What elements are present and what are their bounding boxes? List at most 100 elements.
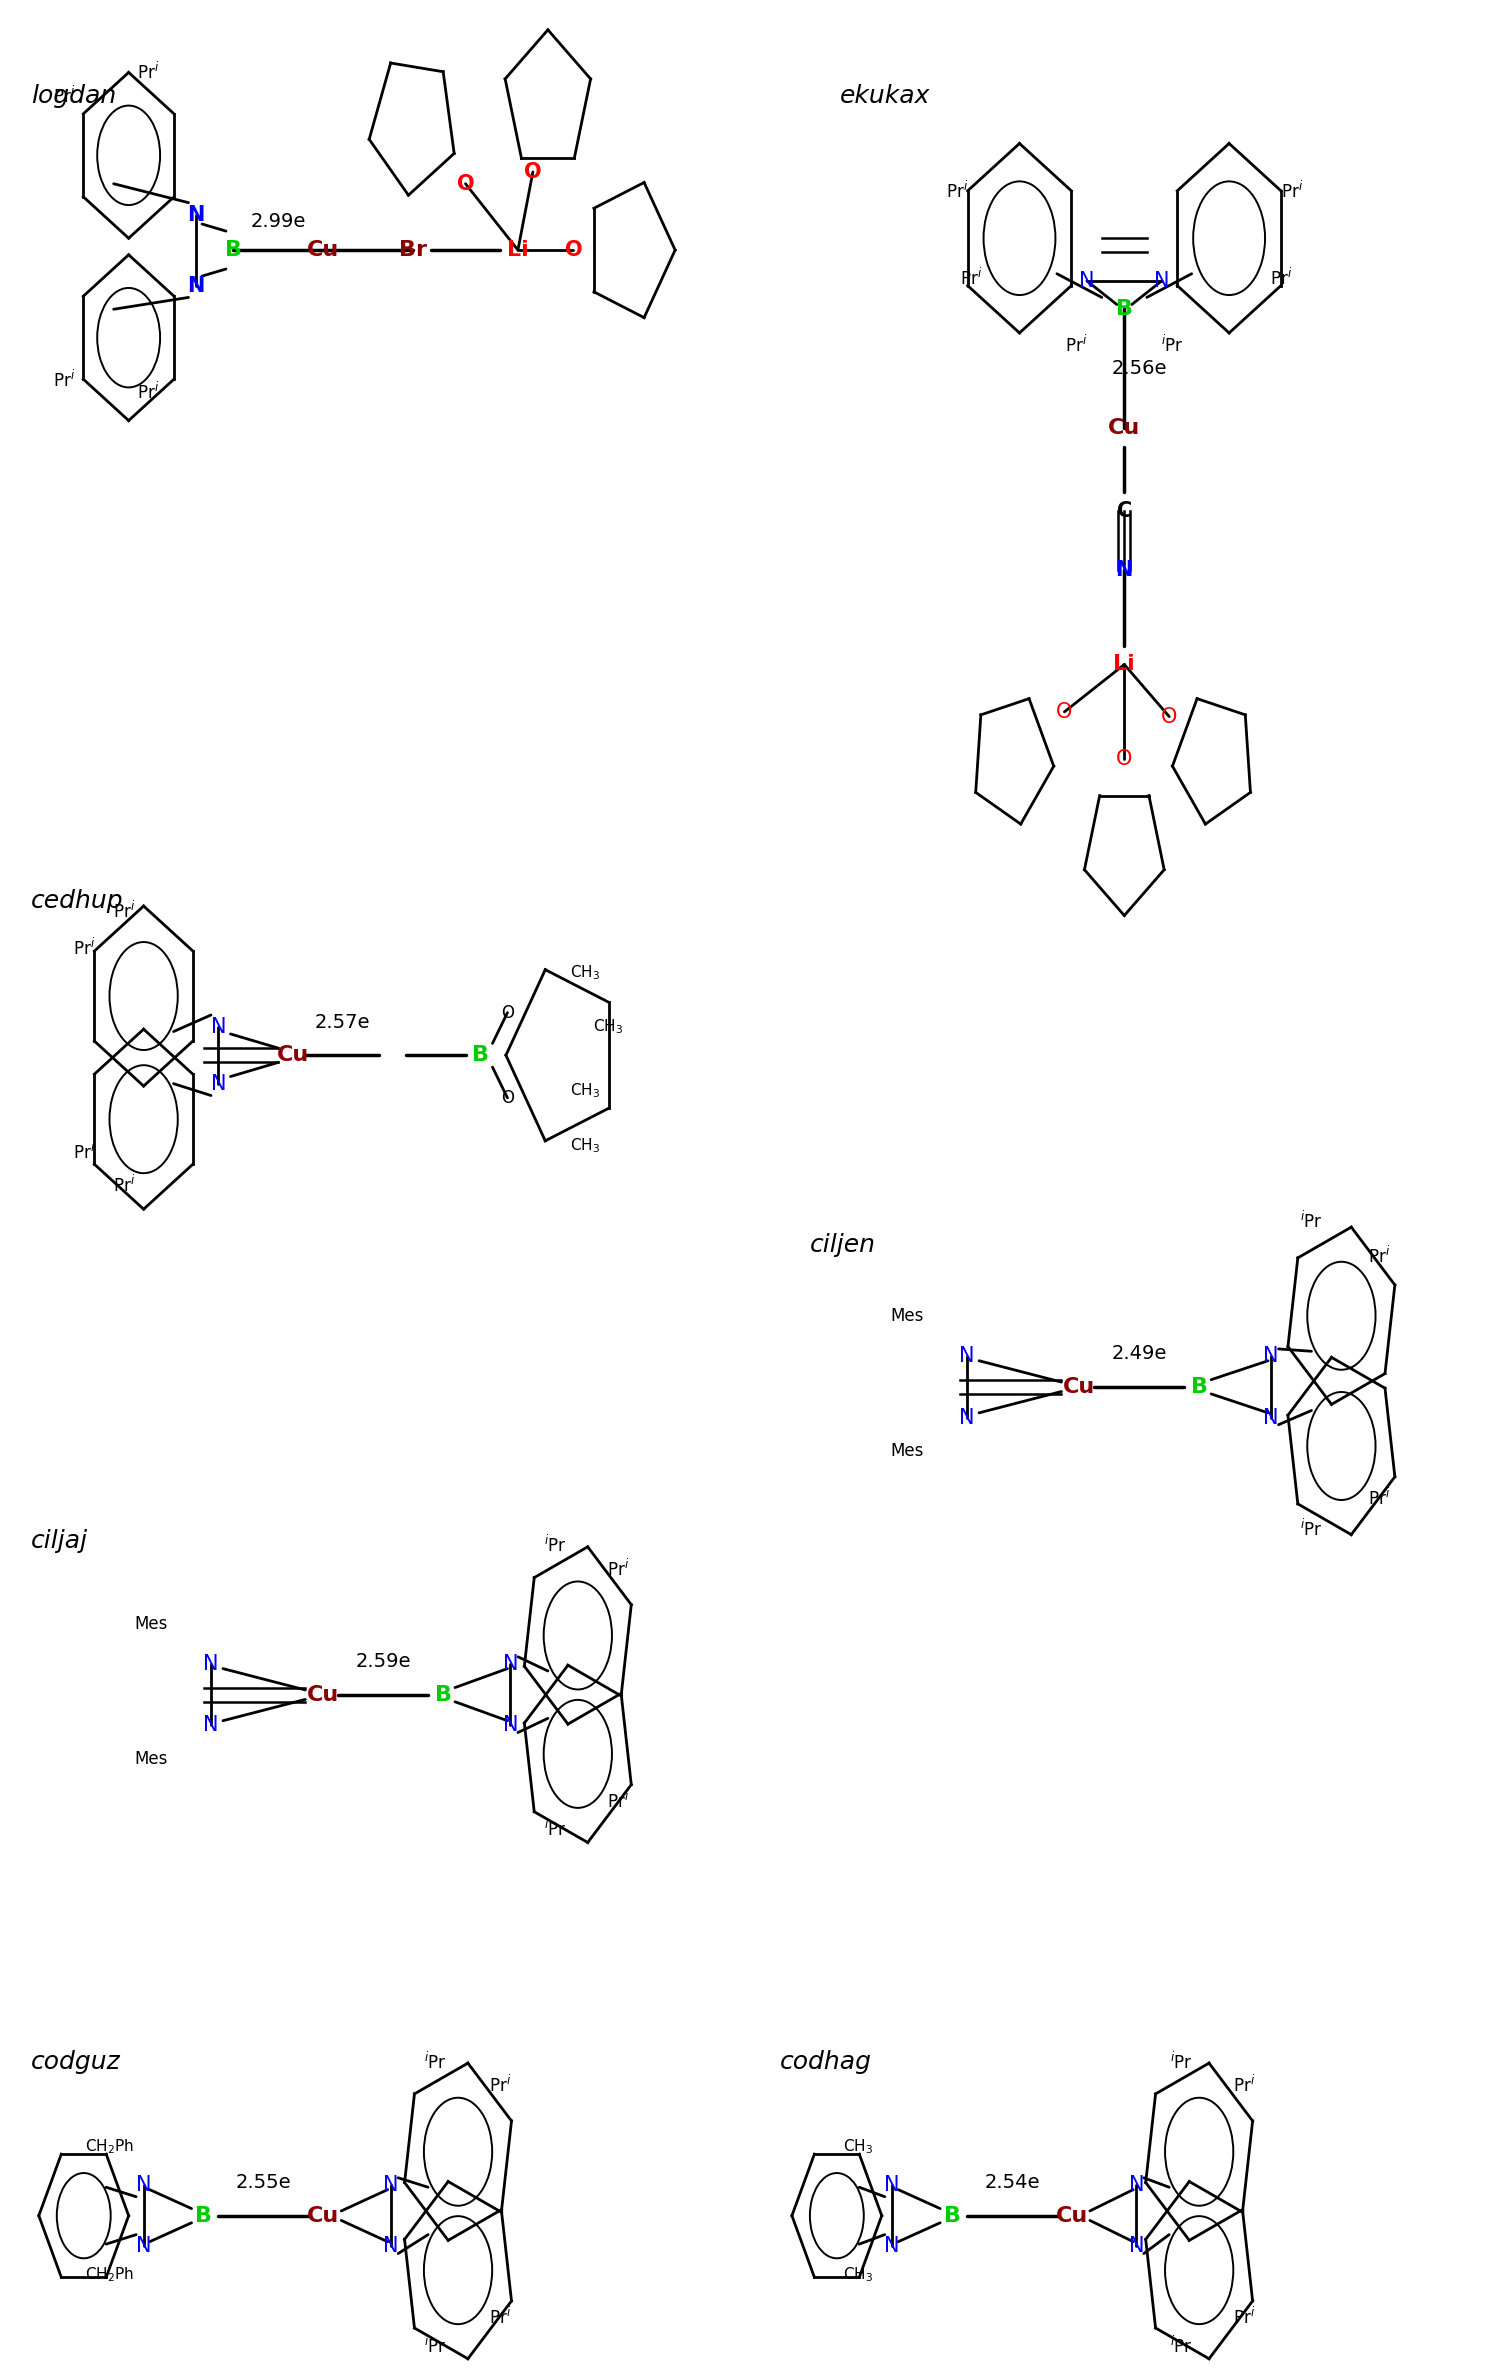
- Text: N: N: [885, 2174, 900, 2196]
- Text: Pr$^{i}$: Pr$^{i}$: [136, 382, 159, 403]
- Text: B: B: [225, 239, 242, 261]
- Text: Cu: Cu: [1064, 1378, 1095, 1397]
- Text: $^{i}$Pr: $^{i}$Pr: [1170, 2051, 1192, 2072]
- Text: $^{i}$Pr: $^{i}$Pr: [1170, 2335, 1192, 2357]
- Text: B: B: [1191, 1378, 1208, 1397]
- Text: CH$_2$Ph: CH$_2$Ph: [84, 2139, 134, 2155]
- Text: CH$_2$Ph: CH$_2$Ph: [84, 2267, 134, 2283]
- Text: cedhup: cedhup: [32, 889, 124, 913]
- Text: codguz: codguz: [32, 2051, 122, 2075]
- Text: N: N: [382, 2174, 399, 2196]
- Text: N: N: [503, 1717, 518, 1736]
- Text: Pr$^{i}$: Pr$^{i}$: [489, 2075, 512, 2096]
- Text: Cu: Cu: [1056, 2205, 1088, 2226]
- Text: N: N: [1078, 270, 1095, 292]
- Text: N: N: [204, 1655, 219, 1674]
- Text: Pr$^{i}$: Pr$^{i}$: [1270, 268, 1293, 289]
- Text: $^{i}$Pr: $^{i}$Pr: [1300, 1517, 1323, 1539]
- Text: O: O: [501, 1088, 515, 1107]
- Text: N: N: [1263, 1347, 1280, 1366]
- Text: N: N: [210, 1074, 226, 1093]
- Text: Pr$^{i}$: Pr$^{i}$: [72, 1143, 94, 1162]
- Text: N: N: [503, 1655, 518, 1674]
- Text: CH$_3$: CH$_3$: [592, 1017, 622, 1036]
- Text: $^{i}$Pr: $^{i}$Pr: [424, 2335, 447, 2357]
- Text: N: N: [1128, 2236, 1144, 2257]
- Text: O: O: [1161, 707, 1178, 726]
- Text: N: N: [885, 2236, 900, 2257]
- Text: Pr$^{i}$: Pr$^{i}$: [1281, 180, 1304, 202]
- Text: Pr$^{i}$: Pr$^{i}$: [608, 1558, 630, 1579]
- Text: CH$_3$: CH$_3$: [570, 963, 600, 982]
- Text: $^{i}$Pr: $^{i}$Pr: [424, 2051, 447, 2072]
- Text: Pr$^{i}$: Pr$^{i}$: [489, 2307, 512, 2328]
- Text: Pr$^{i}$: Pr$^{i}$: [72, 939, 94, 960]
- Text: Pr$^{i}$: Pr$^{i}$: [945, 180, 968, 202]
- Text: Cu: Cu: [308, 239, 339, 261]
- Text: $^{i}$Pr: $^{i}$Pr: [1161, 334, 1184, 356]
- Text: CH$_3$: CH$_3$: [570, 1136, 600, 1155]
- Text: ciljen: ciljen: [810, 1233, 876, 1257]
- Text: 2.56e: 2.56e: [1112, 358, 1167, 377]
- Text: B: B: [195, 2205, 211, 2226]
- Text: 2.55e: 2.55e: [236, 2174, 291, 2193]
- Text: CH$_3$: CH$_3$: [843, 2267, 873, 2283]
- Text: ciljaj: ciljaj: [32, 1529, 88, 1553]
- Text: O: O: [1116, 749, 1132, 768]
- Text: N: N: [1263, 1408, 1280, 1427]
- Text: 2.54e: 2.54e: [984, 2174, 1040, 2193]
- Text: Mes: Mes: [135, 1750, 168, 1769]
- Text: N: N: [210, 1017, 226, 1036]
- Text: C: C: [1116, 500, 1132, 522]
- Text: N: N: [188, 275, 204, 296]
- Text: Pr$^{i}$: Pr$^{i}$: [608, 1790, 630, 1811]
- Text: N: N: [960, 1347, 975, 1366]
- Text: Pr$^{i}$: Pr$^{i}$: [53, 370, 75, 391]
- Text: $^{i}$Pr: $^{i}$Pr: [544, 1819, 567, 1840]
- Text: Pr$^{i}$: Pr$^{i}$: [112, 901, 135, 922]
- Text: O: O: [524, 161, 542, 183]
- Text: Li: Li: [1113, 654, 1136, 673]
- Text: O: O: [501, 1003, 515, 1022]
- Text: N: N: [204, 1717, 219, 1736]
- Text: logdan: logdan: [32, 85, 117, 109]
- Text: N: N: [382, 2236, 399, 2257]
- Text: B: B: [1116, 299, 1132, 320]
- Text: Li: Li: [507, 239, 530, 261]
- Text: Mes: Mes: [891, 1306, 924, 1325]
- Text: O: O: [564, 239, 582, 261]
- Text: CH$_3$: CH$_3$: [570, 1081, 600, 1100]
- Text: N: N: [1116, 560, 1132, 581]
- Text: $^{i}$Pr: $^{i}$Pr: [544, 1534, 567, 1555]
- Text: Cu: Cu: [308, 2205, 339, 2226]
- Text: Pr$^{i}$: Pr$^{i}$: [112, 1176, 135, 1195]
- Text: Pr$^{i}$: Pr$^{i}$: [53, 85, 75, 107]
- Text: Pr$^{i}$: Pr$^{i}$: [1233, 2075, 1256, 2096]
- Text: O: O: [1056, 702, 1072, 721]
- Text: 2.57e: 2.57e: [315, 1012, 370, 1031]
- Text: 2.99e: 2.99e: [251, 211, 306, 230]
- Text: N: N: [136, 2236, 152, 2257]
- Text: 2.59e: 2.59e: [356, 1653, 411, 1672]
- Text: ekukax: ekukax: [840, 85, 930, 109]
- Text: Pr$^{i}$: Pr$^{i}$: [960, 268, 982, 289]
- Text: N: N: [188, 204, 204, 225]
- Text: B: B: [435, 1686, 451, 1705]
- Text: N: N: [960, 1408, 975, 1427]
- Text: Pr$^{i}$: Pr$^{i}$: [1368, 1245, 1390, 1266]
- Text: Br: Br: [399, 239, 427, 261]
- Text: Pr$^{i}$: Pr$^{i}$: [1233, 2307, 1256, 2328]
- Text: $^{i}$Pr: $^{i}$Pr: [1300, 1212, 1323, 1231]
- Text: N: N: [136, 2174, 152, 2196]
- Text: Mes: Mes: [135, 1615, 168, 1634]
- Text: B: B: [472, 1046, 489, 1065]
- Text: N: N: [1128, 2174, 1144, 2196]
- Text: O: O: [456, 173, 474, 194]
- Text: codhag: codhag: [780, 2051, 871, 2075]
- Text: Cu: Cu: [1108, 417, 1140, 439]
- Text: 2.49e: 2.49e: [1112, 1344, 1167, 1363]
- Text: Pr$^{i}$: Pr$^{i}$: [1368, 1487, 1390, 1508]
- Text: CH$_3$: CH$_3$: [843, 2139, 873, 2155]
- Text: N: N: [1154, 270, 1170, 292]
- Text: Pr$^{i}$: Pr$^{i}$: [136, 62, 159, 83]
